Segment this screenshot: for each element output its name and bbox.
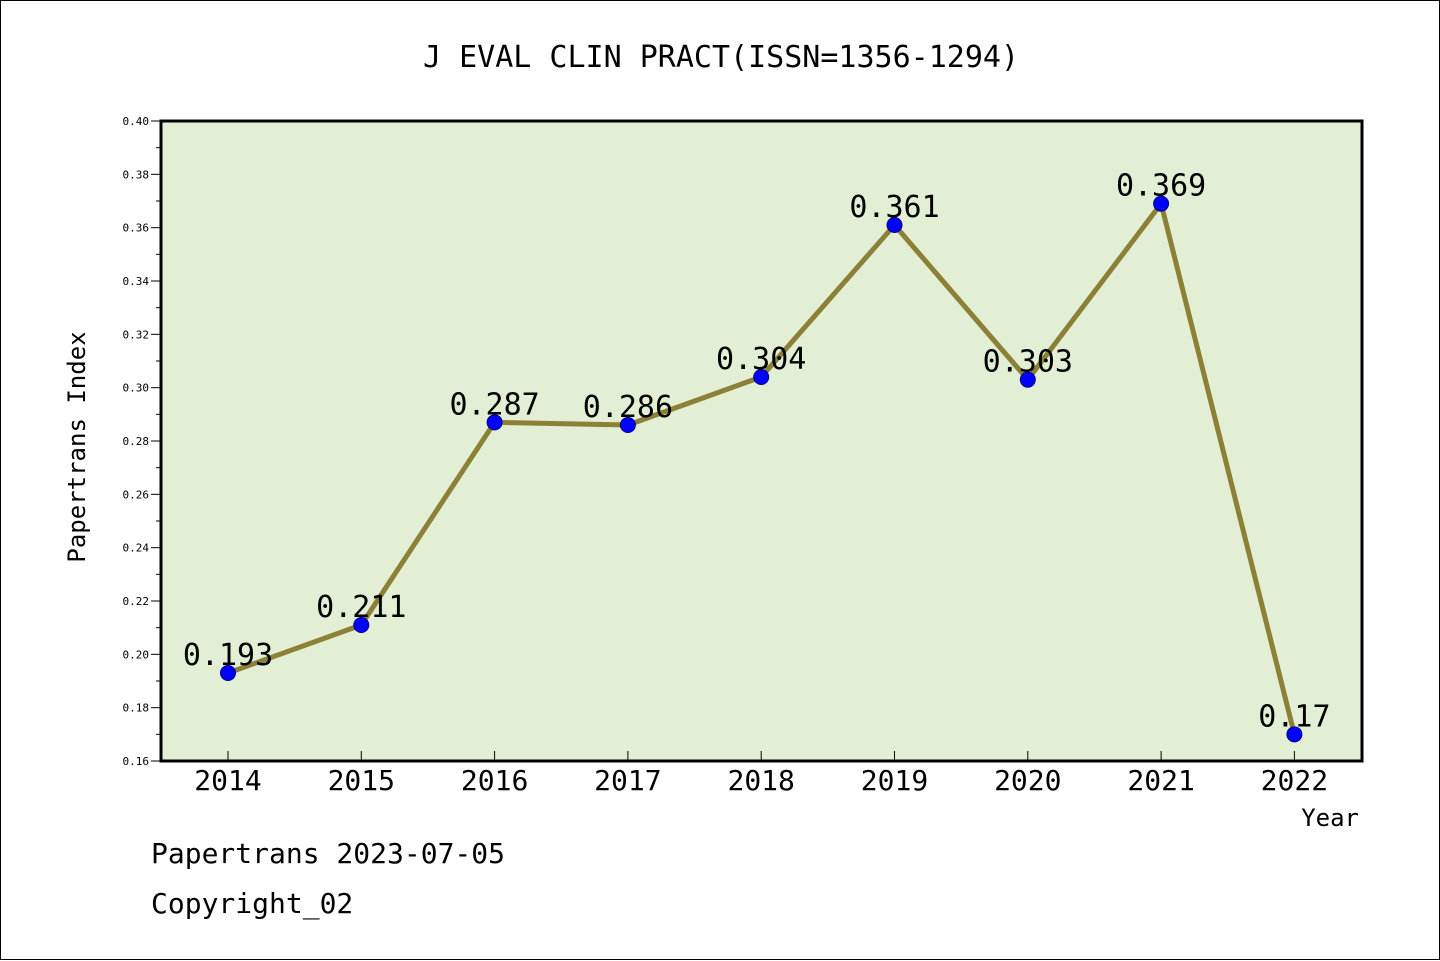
data-markers xyxy=(220,195,1303,743)
data-labels: 0.193 0.211 0.287 0.286 0.304 0.361 0.303 0.369… xyxy=(183,169,1331,735)
y-tick-label: 0.38 xyxy=(123,168,150,181)
x-axis-label: Year xyxy=(1301,804,1359,832)
footer-date: Papertrans 2023-07-05 xyxy=(151,837,506,870)
x-tick-label: 2019 xyxy=(861,764,928,797)
data-point xyxy=(753,369,770,385)
y-tick-label: 0.16 xyxy=(123,755,150,768)
y-tick-label: 0.24 xyxy=(123,542,150,555)
data-point xyxy=(1286,726,1303,743)
data-point xyxy=(353,617,370,633)
data-label: 0.303 xyxy=(983,345,1073,380)
data-point xyxy=(1153,195,1170,212)
x-tick-label: 2017 xyxy=(594,764,661,797)
data-label: 0.193 xyxy=(183,638,273,673)
y-tick-label: 0.26 xyxy=(123,488,150,501)
y-axis: 0.16 0.18 0.20 0.22 0.24 0.26 0.28 0.30 0.32 0.34… xyxy=(123,115,161,768)
y-tick-label: 0.34 xyxy=(123,275,150,288)
x-tick-label: 2018 xyxy=(727,764,794,797)
x-tick-label: 2022 xyxy=(1261,764,1328,797)
data-label: 0.286 xyxy=(583,390,673,425)
plot-area xyxy=(159,119,1364,763)
x-tick-label: 2014 xyxy=(194,764,261,797)
data-point xyxy=(619,417,636,433)
data-label: 0.211 xyxy=(316,590,406,625)
y-tick-label: 0.36 xyxy=(123,222,150,235)
x-axis: 2014 2015 2016 2017 2018 2019 2020 2021 2022 xyxy=(194,751,1328,797)
y-axis-label: Papertrans Index xyxy=(63,331,91,562)
data-label: 0.304 xyxy=(716,342,806,377)
data-label: 0.17 xyxy=(1258,699,1330,734)
x-tick-label: 2021 xyxy=(1127,764,1194,797)
data-point xyxy=(486,414,503,431)
y-tick-label: 0.32 xyxy=(123,328,150,341)
x-tick-label: 2020 xyxy=(994,764,1061,797)
y-tick-label: 0.28 xyxy=(123,435,150,448)
footer-copyright: Copyright_02 xyxy=(151,887,354,920)
y-tick-label: 0.30 xyxy=(123,382,150,395)
y-tick-label: 0.18 xyxy=(123,702,150,715)
y-tick-label: 0.22 xyxy=(123,595,150,608)
x-tick-label: 2015 xyxy=(328,764,395,797)
data-label: 0.369 xyxy=(1116,169,1206,204)
x-tick-label: 2016 xyxy=(461,764,528,797)
data-point xyxy=(886,217,903,233)
chart-title: J EVAL CLIN PRACT(ISSN=1356-1294) xyxy=(423,40,1019,75)
data-label: 0.361 xyxy=(849,190,939,225)
data-point xyxy=(1019,371,1036,388)
data-label: 0.287 xyxy=(449,387,539,422)
y-tick-label: 0.20 xyxy=(123,648,150,661)
data-point xyxy=(220,665,236,681)
y-tick-label: 0.40 xyxy=(123,115,150,128)
